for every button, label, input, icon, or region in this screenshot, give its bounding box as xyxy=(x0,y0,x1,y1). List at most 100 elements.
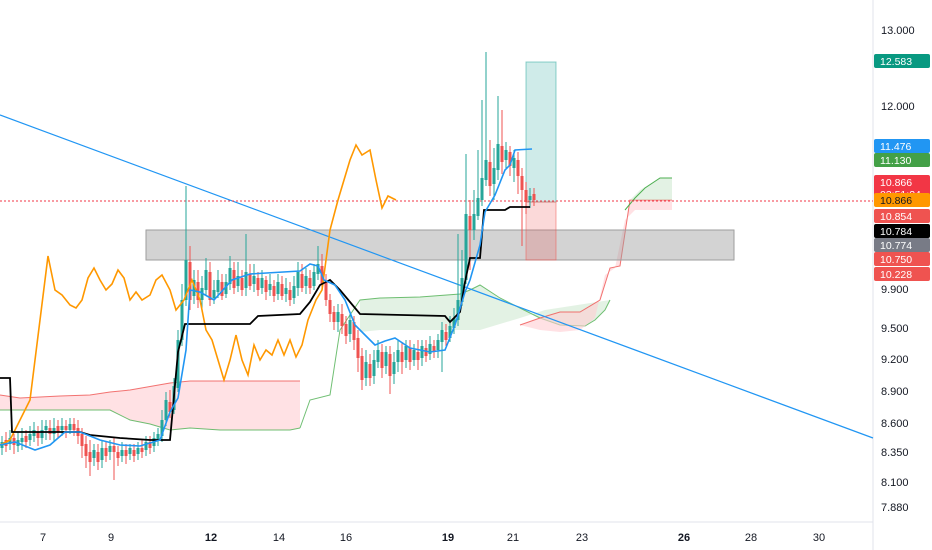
candle-down xyxy=(288,290,292,300)
price-badge-label: 11.130 xyxy=(880,155,911,167)
price-badge-label: 10.866 xyxy=(880,195,912,207)
candle-up xyxy=(20,438,24,442)
candle-down xyxy=(308,278,312,288)
candle-down xyxy=(140,448,144,452)
y-tick-label: 8.100 xyxy=(881,477,909,489)
candle-up xyxy=(496,144,500,170)
price-badge xyxy=(874,224,930,238)
candle-up xyxy=(412,350,416,360)
candle-up xyxy=(136,448,140,454)
candle-down xyxy=(532,194,536,200)
candle-down xyxy=(352,322,356,340)
candle-up xyxy=(364,362,368,378)
candle-up xyxy=(456,300,460,320)
candle-down xyxy=(524,190,528,202)
candle-up xyxy=(452,318,456,328)
candle-up xyxy=(60,426,64,430)
candle-up xyxy=(100,448,104,460)
long-position-profit-zone[interactable] xyxy=(525,61,557,203)
candle-down xyxy=(324,282,328,300)
candle-up xyxy=(156,434,160,440)
support-zone-box[interactable] xyxy=(145,229,735,261)
candle-up xyxy=(392,362,396,374)
candle-down xyxy=(468,216,472,230)
candle-up xyxy=(204,270,208,290)
price-badge xyxy=(874,252,930,266)
candle-up xyxy=(120,450,124,456)
candle-up xyxy=(396,350,400,362)
x-tick-label: 7 xyxy=(40,532,46,544)
y-tick-label: 9.200 xyxy=(881,354,909,366)
candle-up xyxy=(448,326,452,338)
candle-up xyxy=(28,434,32,440)
candle-down xyxy=(220,282,224,296)
candle-up xyxy=(40,430,44,438)
x-tick-label: 21 xyxy=(507,532,519,544)
candle-up xyxy=(68,424,72,430)
candle-up xyxy=(460,278,464,302)
candle-up xyxy=(372,360,376,376)
candle-down xyxy=(124,450,128,456)
candle-down xyxy=(360,356,364,380)
candle-down xyxy=(112,446,116,452)
plot-area[interactable] xyxy=(0,0,873,522)
candle-down xyxy=(520,176,524,190)
price-badge xyxy=(874,267,930,281)
price-badge-label: 10.750 xyxy=(880,254,912,266)
y-tick-label: 12.000 xyxy=(881,101,915,113)
candle-down xyxy=(280,284,284,296)
x-tick-label: 9 xyxy=(108,532,114,544)
x-tick-label: 28 xyxy=(745,532,757,544)
lagging-span-line xyxy=(0,143,397,446)
candle-up xyxy=(284,288,288,294)
candle-down xyxy=(516,160,520,176)
candle-up xyxy=(44,426,48,430)
candle-down xyxy=(380,352,384,368)
candle-up xyxy=(292,286,296,298)
candle-up xyxy=(92,450,96,458)
candle-down xyxy=(116,452,120,458)
candle-up xyxy=(476,198,480,216)
candle-down xyxy=(488,162,492,186)
candle-up xyxy=(176,340,180,388)
candle-up xyxy=(480,178,484,200)
y-tick-label: 8.900 xyxy=(881,386,909,398)
price-badge xyxy=(874,153,930,167)
x-tick-label: 12 xyxy=(205,532,217,544)
candle-up xyxy=(268,284,272,290)
candle-up xyxy=(164,400,168,420)
candle-down xyxy=(88,452,92,462)
candle-down xyxy=(148,442,152,448)
candle-up xyxy=(128,448,132,454)
price-badge xyxy=(874,193,930,207)
candle-up xyxy=(464,214,468,280)
candle-up xyxy=(180,300,184,340)
y-tick-label: 7.880 xyxy=(881,502,909,514)
price-badges: 12.58311.47611.13010.86603:51:2410.86610… xyxy=(874,54,930,281)
candle-down xyxy=(96,452,100,462)
candle-up xyxy=(404,346,408,360)
candle-down xyxy=(328,300,332,314)
y-tick-label: 8.350 xyxy=(881,447,909,459)
candle-down xyxy=(240,278,244,290)
price-badge-label: 11.476 xyxy=(880,141,911,153)
candle-up xyxy=(244,272,248,288)
cloud-green-leading-edge xyxy=(624,177,672,211)
candle-down xyxy=(56,426,60,432)
candle-up xyxy=(484,160,488,180)
x-tick-label: 26 xyxy=(678,532,690,544)
candle-down xyxy=(332,312,336,322)
price-scale-ticks: 13.000 12.000 9.900 9.500 9.200 8.900 8.600 8.3… xyxy=(881,25,915,514)
price-badge xyxy=(874,238,930,252)
price-badge xyxy=(874,209,930,223)
descending-trendline[interactable] xyxy=(0,114,874,439)
candle-down xyxy=(356,338,360,358)
tenkan-sen-line xyxy=(0,148,533,451)
candle-up xyxy=(212,290,216,298)
candle-up xyxy=(316,264,320,274)
long-position-loss-zone[interactable] xyxy=(525,201,557,261)
candle-up xyxy=(428,344,432,354)
candle-up xyxy=(312,272,316,286)
candle-down xyxy=(248,274,252,286)
